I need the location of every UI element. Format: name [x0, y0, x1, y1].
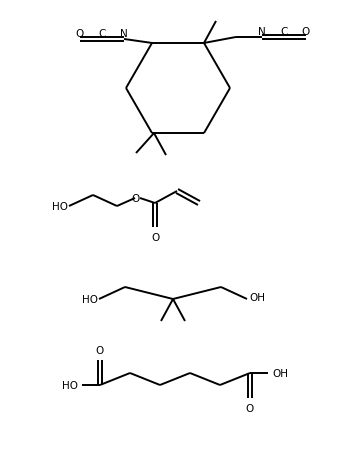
Text: O: O: [96, 345, 104, 355]
Text: HO: HO: [82, 294, 98, 304]
Text: C: C: [280, 27, 288, 37]
Text: OH: OH: [272, 368, 288, 378]
Text: C: C: [98, 29, 106, 39]
Text: OH: OH: [249, 292, 265, 302]
Text: O: O: [151, 232, 159, 243]
Text: N: N: [120, 29, 128, 39]
Text: O: O: [246, 403, 254, 413]
Text: O: O: [131, 194, 139, 204]
Text: O: O: [302, 27, 310, 37]
Text: N: N: [258, 27, 266, 37]
Text: O: O: [76, 29, 84, 39]
Text: HO: HO: [52, 201, 68, 212]
Text: HO: HO: [62, 380, 78, 390]
